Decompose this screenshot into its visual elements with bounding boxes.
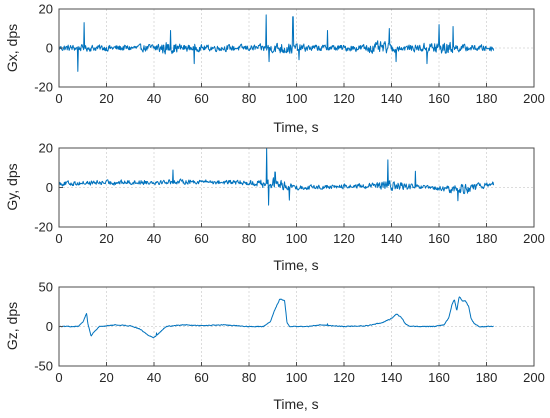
subplot-gx: Gx, dps Time, s 0 20 40 60 80 100 120 140 160 180… bbox=[4, 2, 545, 136]
x-tick-label: 140 bbox=[381, 91, 403, 106]
y-tick-label: 20 bbox=[39, 141, 53, 156]
x-tick-label: 20 bbox=[99, 91, 113, 106]
x-tick-label: 60 bbox=[194, 91, 208, 106]
subplot-gy: Gy, dps Time, s 0 20 40 60 80 100 120 140 160 180… bbox=[4, 141, 545, 274]
x-tick-label: 40 bbox=[147, 231, 161, 246]
x-tick-label: 20 bbox=[99, 231, 113, 246]
x-tick-label: 160 bbox=[428, 231, 450, 246]
x-tick-label: 120 bbox=[333, 231, 355, 246]
y-tick-label: -20 bbox=[34, 80, 53, 95]
xlabel-gy: Time, s bbox=[273, 257, 318, 273]
x-tick-label: 120 bbox=[333, 370, 355, 385]
x-tick-label: 140 bbox=[381, 370, 403, 385]
x-tick-label: 80 bbox=[242, 370, 256, 385]
y-tick-label: 20 bbox=[39, 2, 53, 17]
x-tick-label: 80 bbox=[242, 231, 256, 246]
x-tick-label: 160 bbox=[428, 370, 450, 385]
x-tick-label: 100 bbox=[286, 370, 308, 385]
x-tick-label: 100 bbox=[286, 231, 308, 246]
xlabel-gz: Time, s bbox=[273, 396, 318, 412]
y-tick-label: 0 bbox=[46, 180, 53, 195]
x-tick-label: 0 bbox=[55, 231, 62, 246]
x-tick-label: 200 bbox=[523, 231, 545, 246]
x-tick-label: 120 bbox=[333, 91, 355, 106]
y-tick-label: 50 bbox=[39, 280, 53, 295]
x-tick-label: 0 bbox=[55, 370, 62, 385]
series-line bbox=[58, 14, 495, 72]
x-tick-label: 180 bbox=[476, 231, 498, 246]
x-tick-label: 180 bbox=[476, 91, 498, 106]
x-tick-label: 20 bbox=[99, 370, 113, 385]
ylabel-gy: Gy, dps bbox=[4, 163, 20, 210]
series-line bbox=[58, 296, 494, 339]
y-tick-label: -50 bbox=[34, 359, 53, 374]
x-tick-label: 40 bbox=[147, 370, 161, 385]
series-line bbox=[58, 147, 495, 206]
x-tick-label: 80 bbox=[242, 91, 256, 106]
x-tick-label: 180 bbox=[476, 370, 498, 385]
ylabel-gx: Gx, dps bbox=[4, 24, 20, 72]
x-tick-label: 60 bbox=[194, 231, 208, 246]
y-tick-label: 0 bbox=[46, 319, 53, 334]
xlabel-gx: Time, s bbox=[273, 119, 318, 135]
x-tick-label: 160 bbox=[428, 91, 450, 106]
y-tick-label: -20 bbox=[34, 220, 53, 235]
x-tick-label: 200 bbox=[523, 370, 545, 385]
y-tick-label: 0 bbox=[46, 41, 53, 56]
subplot-gz: Gz, dps Time, s 0 20 40 60 80 100 120 140 160 180… bbox=[4, 280, 545, 413]
x-tick-label: 140 bbox=[381, 231, 403, 246]
x-tick-label: 60 bbox=[194, 370, 208, 385]
x-tick-label: 100 bbox=[286, 91, 308, 106]
x-tick-label: 40 bbox=[147, 91, 161, 106]
x-tick-label: 200 bbox=[523, 91, 545, 106]
ylabel-gz: Gz, dps bbox=[4, 302, 20, 350]
x-tick-label: 0 bbox=[55, 91, 62, 106]
